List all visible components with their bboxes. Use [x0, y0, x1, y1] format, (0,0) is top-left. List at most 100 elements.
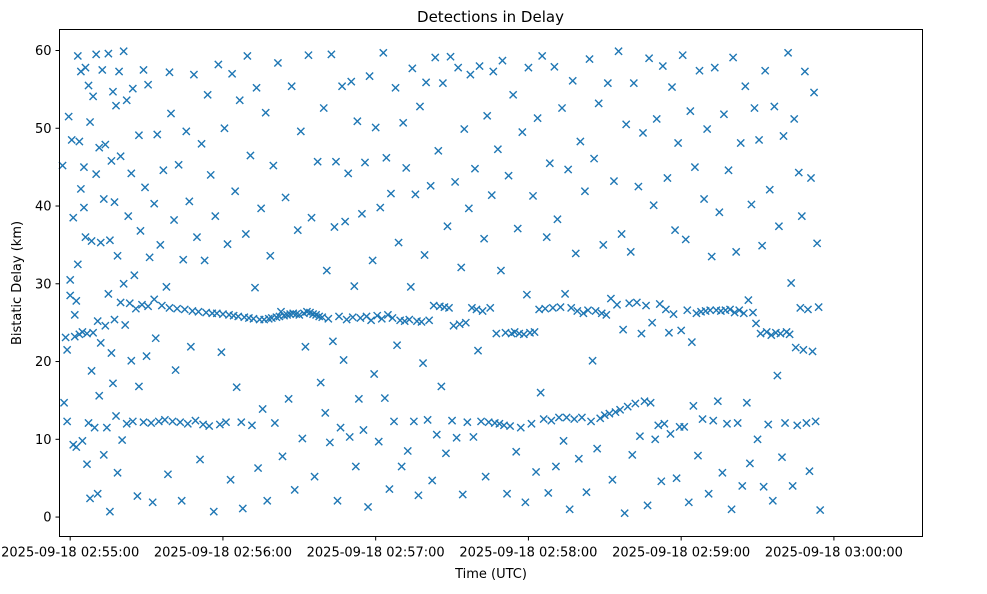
- data-point-marker: [582, 488, 591, 497]
- data-point-marker: [689, 401, 698, 410]
- data-point-marker: [670, 226, 680, 235]
- data-point-marker: [687, 338, 696, 347]
- data-point-marker: [63, 345, 72, 354]
- data-point-marker: [102, 423, 111, 432]
- data-point-marker: [800, 67, 809, 76]
- data-point-marker: [105, 507, 114, 516]
- data-point-marker: [79, 203, 89, 212]
- data-point-marker: [770, 102, 779, 111]
- data-point-marker: [64, 112, 73, 121]
- data-point-marker: [542, 233, 551, 242]
- data-point-marker: [793, 421, 802, 430]
- data-point-marker: [118, 435, 127, 445]
- data-point-marker: [111, 101, 121, 110]
- data-point-marker: [330, 222, 339, 232]
- data-point-marker: [93, 317, 102, 326]
- data-point-marker: [163, 470, 173, 479]
- data-point-marker: [116, 298, 125, 307]
- data-point-marker: [583, 306, 593, 315]
- data-point-marker: [443, 222, 452, 231]
- data-point-marker: [307, 213, 316, 222]
- data-point-marker: [756, 329, 765, 338]
- data-point-marker: [89, 328, 98, 337]
- data-point-marker: [325, 438, 334, 447]
- data-point-marker: [143, 80, 153, 89]
- data-point-marker: [748, 308, 758, 317]
- data-point-marker: [376, 203, 385, 212]
- data-point-marker: [388, 313, 397, 323]
- data-point-marker: [657, 477, 666, 486]
- data-point-marker: [664, 328, 674, 337]
- data-point-marker: [425, 316, 434, 325]
- data-point-marker: [663, 173, 672, 183]
- data-point-marker: [495, 419, 504, 428]
- data-point-marker: [99, 450, 108, 459]
- data-point-marker: [681, 235, 690, 244]
- data-point-marker: [486, 303, 495, 312]
- data-point-marker: [197, 139, 206, 148]
- data-point-marker: [176, 418, 185, 427]
- data-point-marker: [191, 416, 200, 425]
- data-point-marker: [690, 163, 700, 172]
- data-point-marker: [377, 314, 386, 323]
- data-point-marker: [683, 306, 692, 315]
- data-point-marker: [615, 405, 625, 414]
- data-point-marker: [333, 496, 342, 505]
- data-point-marker: [101, 140, 110, 149]
- data-point-marker: [586, 417, 596, 426]
- data-point-marker: [159, 166, 168, 175]
- data-point-marker: [466, 70, 475, 79]
- data-point-marker: [143, 302, 153, 311]
- data-point-marker: [70, 332, 79, 341]
- data-point-marker: [470, 164, 480, 173]
- data-point-marker: [319, 103, 328, 113]
- data-point-marker: [489, 67, 498, 76]
- data-point-marker: [492, 329, 501, 338]
- data-point-marker: [206, 170, 215, 180]
- data-point-marker: [351, 462, 360, 471]
- data-point-marker: [386, 189, 396, 198]
- data-point-marker: [632, 298, 641, 307]
- data-point-marker: [58, 161, 67, 170]
- data-point-marker: [611, 407, 620, 417]
- data-point-marker: [644, 54, 654, 63]
- data-point-marker: [217, 348, 226, 357]
- data-point-marker: [713, 397, 722, 406]
- data-point-marker: [90, 423, 99, 432]
- data-point-marker: [253, 463, 263, 473]
- data-point-marker: [423, 415, 432, 424]
- data-point-marker: [661, 305, 670, 314]
- data-point-marker: [263, 496, 272, 505]
- data-point-marker: [451, 177, 460, 187]
- data-point-marker: [628, 450, 637, 459]
- data-point-marker: [498, 56, 507, 65]
- data-point-marker: [205, 421, 214, 431]
- data-point-marker: [389, 417, 399, 426]
- data-point-marker: [806, 173, 816, 183]
- data-point-marker: [96, 338, 105, 347]
- data-point-marker: [652, 114, 661, 124]
- data-point-marker: [467, 303, 477, 312]
- data-point-marker: [739, 309, 748, 318]
- data-point-marker: [426, 181, 435, 190]
- data-point-marker: [677, 326, 686, 335]
- data-point-marker: [753, 435, 762, 444]
- data-point-marker: [564, 165, 573, 174]
- y-tick-label: 0: [43, 511, 51, 526]
- data-point-marker: [513, 224, 522, 233]
- data-point-marker: [290, 485, 299, 494]
- data-point-marker: [493, 145, 502, 154]
- data-point-marker: [693, 451, 703, 460]
- data-point-marker: [686, 107, 695, 116]
- data-point-marker: [200, 256, 209, 265]
- data-point-marker: [603, 79, 612, 88]
- data-point-marker: [394, 238, 403, 247]
- data-point-marker: [773, 371, 782, 380]
- data-point-marker: [214, 60, 223, 69]
- data-point-marker: [469, 432, 478, 442]
- data-point-marker: [402, 163, 411, 173]
- data-point-marker: [666, 429, 675, 438]
- data-point-marker: [602, 310, 611, 319]
- data-point-marker: [761, 66, 770, 75]
- data-point-marker: [140, 183, 150, 192]
